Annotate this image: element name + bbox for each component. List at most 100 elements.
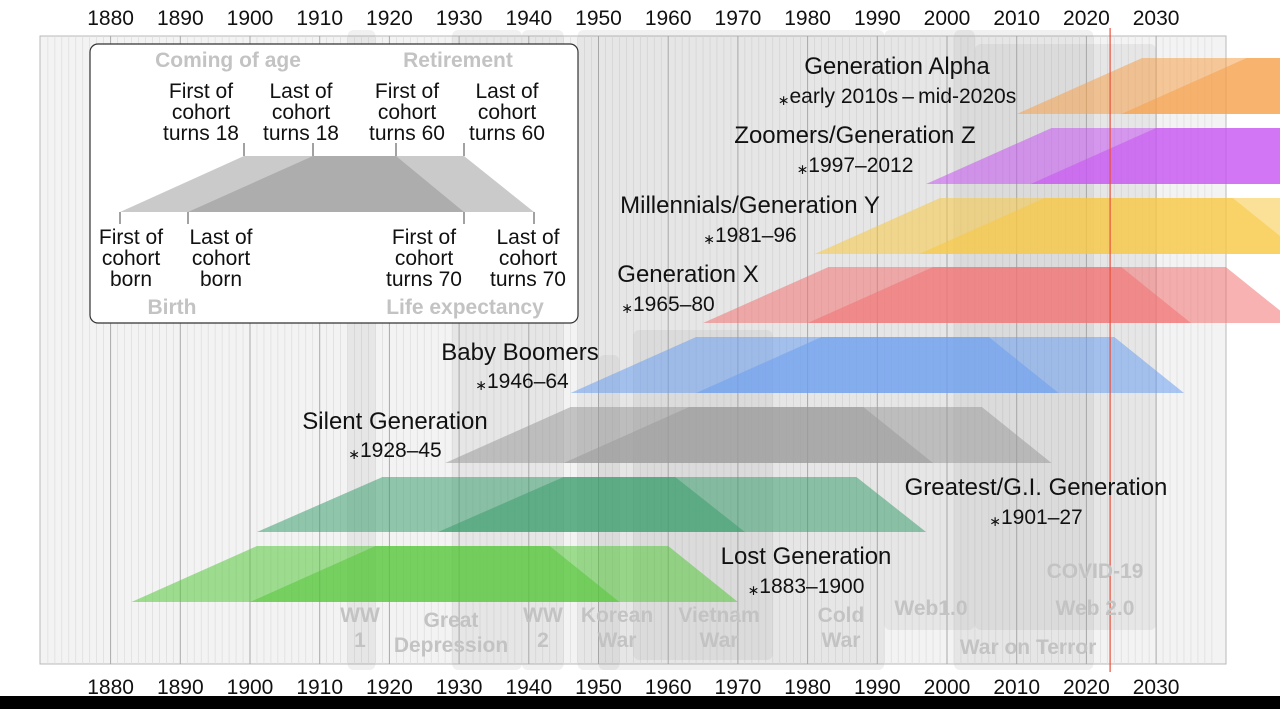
generation-name: Generation X [617,261,758,288]
legend-first-born: born [110,268,152,291]
legend-last-turns-18: cohort [272,101,331,124]
legend-last-turns-18: turns 18 [263,122,339,145]
axis-year-label: 1990 [854,7,901,30]
axis-year-label: 2000 [924,676,971,699]
top-axis: 1880 1890 1900 1910 1920 1930 1940 1950 1960 1970… [87,7,1179,30]
legend-last-born: born [200,268,242,291]
axis-year-label: 1890 [157,7,204,30]
legend-first-turns-18: First of [169,80,233,103]
event-label: Great [424,609,479,632]
generation-bands [131,58,1280,602]
generation-year-range: 1928–45 [360,439,442,462]
asterisk-marker: ∗ [703,231,715,247]
event-label: Web1.0 [894,597,967,620]
legend-coming-of-age: Coming of age [155,49,301,72]
generation-band [563,407,1052,463]
axis-year-label: 1930 [436,7,483,30]
axis-year-label: 1940 [505,676,552,699]
legend-first-turns-70: cohort [395,247,454,270]
axis-year-label: 2010 [993,676,1040,699]
event-label: 1 [354,629,366,652]
asterisk-marker: ∗ [348,446,360,462]
event-label: WW [340,604,380,627]
legend-first-turns-70: First of [392,226,456,249]
asterisk-marker: ∗ [475,377,487,393]
axis-year-label: 1920 [366,7,413,30]
generation-year-range: 1965–80 [633,293,715,316]
event-label: War [598,629,637,652]
legend-first-born: First of [99,226,163,249]
generation-name: Baby Boomers [441,339,598,366]
generation-years: ∗1965–80 [621,293,715,316]
generation-band [438,477,927,532]
event-label: COVID-19 [1047,560,1144,583]
generation-years: ∗early 2010s – mid-2020s [778,85,1016,108]
generation-years: ∗1981–96 [703,224,797,247]
legend-band [188,156,534,212]
generation-year-range: 1946–64 [487,370,569,393]
generation-band [250,546,738,602]
generation-band [696,337,1184,393]
legend-last-turns-70: cohort [499,247,558,270]
event-label: Vietnam [678,604,759,627]
generation-labels: Generation Alpha∗early 2010s – mid-2020s… [302,53,1167,598]
event-label: War [822,629,861,652]
axis-year-label: 1900 [227,7,274,30]
generation-year-range: 1997–2012 [808,154,913,177]
axis-year-label: 2010 [993,7,1040,30]
axis-year-label: 2020 [1063,7,1110,30]
generation-years: ∗1928–45 [348,439,442,462]
axis-year-label: 1930 [436,676,483,699]
legend-first-turns-60: turns 60 [369,122,445,145]
legend-last-born: Last of [189,226,252,249]
axis-year-label: 1940 [505,7,552,30]
legend-last-turns-18: Last of [269,80,332,103]
event-label: Depression [394,634,508,657]
legend-first-turns-18: turns 18 [163,122,239,145]
generation-band [1030,128,1280,184]
event-label: Cold [818,604,865,627]
generation-name: Millennials/Generation Y [620,192,880,219]
event-label: Korean [581,604,653,627]
event-label: 2 [537,629,549,652]
generation-years: ∗1946–64 [475,370,569,393]
axis-year-label: 2020 [1063,676,1110,699]
axis-year-label: 1950 [575,7,622,30]
legend-last-turns-70: Last of [496,226,559,249]
asterisk-marker: ∗ [748,582,760,598]
axis-year-label: 1950 [575,676,622,699]
event-label: WW [523,604,563,627]
legend-band [120,156,464,212]
event-label: War [700,629,739,652]
generation-years: ∗1997–2012 [797,154,914,177]
axis-year-label: 1980 [784,676,831,699]
generation-years: ∗1901–27 [989,506,1083,529]
axis-year-label: 1900 [227,676,274,699]
generation-band [807,267,1280,323]
legend-first-turns-18: cohort [172,101,231,124]
generation-name: Silent Generation [302,408,487,435]
legend-retirement: Retirement [403,49,513,72]
legend-last-born: cohort [192,247,251,270]
asterisk-marker: ∗ [778,92,790,108]
legend-last-turns-60: turns 60 [469,122,545,145]
generation-band [1121,58,1280,114]
axis-year-label: 1990 [854,676,901,699]
legend-first-turns-60: cohort [378,101,437,124]
axis-year-label: 1890 [157,676,204,699]
event-labels: WW1GreatDepressionWW2KoreanWarVietnamWar… [340,560,1143,659]
legend-last-turns-70: turns 70 [490,268,566,291]
event-label: War on Terror [960,636,1097,659]
generation-name: Zoomers/Generation Z [734,122,975,149]
legend-last-turns-60: Last of [475,80,538,103]
legend-first-turns-70: turns 70 [386,268,462,291]
axis-year-label: 1960 [645,7,692,30]
axis-year-label: 1970 [715,7,762,30]
legend-frame [89,43,579,324]
generation-year-range: 1883–1900 [759,575,864,598]
axis-year-label: 1880 [87,7,134,30]
axis-year-label: 2000 [924,7,971,30]
generation-band [919,198,1280,254]
